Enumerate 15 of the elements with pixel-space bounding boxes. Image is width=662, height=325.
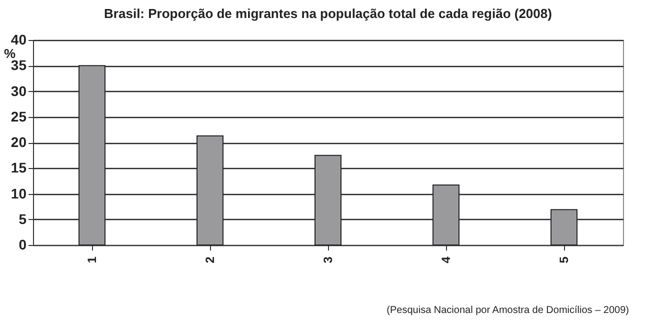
y-tick-label: 15 <box>10 160 27 176</box>
chart-title: Brasil: Proporção de migrantes na população total de cada região (2008) <box>104 6 552 21</box>
x-tick-label: 2 <box>203 256 217 264</box>
y-tick-label: 25 <box>10 108 27 124</box>
x-tick-label: 1 <box>85 256 99 264</box>
y-tick-label: 20 <box>10 134 27 150</box>
y-tick-label: 30 <box>10 82 27 99</box>
x-tick-label: 3 <box>321 256 335 264</box>
y-tick-label: 40 <box>10 32 27 48</box>
y-tick-label: 5 <box>18 210 27 227</box>
text: (Pesquisa Nacional por Amostra de Domicílios – 2009) <box>386 305 629 316</box>
x-tick-label: 4 <box>439 256 453 264</box>
x-tick-label: 5 <box>557 256 571 264</box>
y-tick-label: 0 <box>18 236 27 252</box>
y-tick-label: 10 <box>10 185 27 202</box>
